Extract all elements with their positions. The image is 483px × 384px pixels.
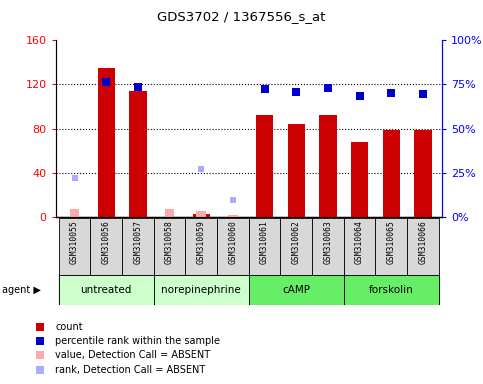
Bar: [122, 218, 154, 275]
Text: GDS3702 / 1367556_s_at: GDS3702 / 1367556_s_at: [157, 10, 326, 23]
Text: GSM310061: GSM310061: [260, 220, 269, 265]
Text: agent ▶: agent ▶: [2, 285, 41, 295]
Text: rank, Detection Call = ABSENT: rank, Detection Call = ABSENT: [55, 365, 206, 375]
Text: GSM310056: GSM310056: [102, 220, 111, 265]
Text: percentile rank within the sample: percentile rank within the sample: [55, 336, 220, 346]
Bar: [228, 215, 238, 217]
Bar: [319, 115, 337, 217]
Bar: [256, 115, 273, 217]
Text: forskolin: forskolin: [369, 285, 413, 295]
Text: GSM310059: GSM310059: [197, 220, 206, 265]
Bar: [197, 212, 206, 217]
Bar: [154, 218, 185, 275]
Bar: [249, 275, 344, 305]
Text: norepinephrine: norepinephrine: [161, 285, 241, 295]
Bar: [312, 218, 344, 275]
Bar: [375, 218, 407, 275]
Bar: [281, 218, 312, 275]
Bar: [249, 218, 281, 275]
Bar: [407, 218, 439, 275]
Text: count: count: [55, 322, 83, 332]
Bar: [165, 209, 174, 217]
Text: cAMP: cAMP: [282, 285, 310, 295]
Bar: [193, 214, 210, 217]
Bar: [344, 218, 375, 275]
Bar: [287, 124, 305, 217]
Bar: [217, 218, 249, 275]
Text: GSM310062: GSM310062: [292, 220, 301, 265]
Text: GSM310065: GSM310065: [387, 220, 396, 265]
Text: GSM310064: GSM310064: [355, 220, 364, 265]
Text: GSM310055: GSM310055: [70, 220, 79, 265]
Text: GSM310066: GSM310066: [418, 220, 427, 265]
Text: GSM310060: GSM310060: [228, 220, 238, 265]
Bar: [351, 142, 369, 217]
Bar: [414, 130, 432, 217]
Text: value, Detection Call = ABSENT: value, Detection Call = ABSENT: [55, 350, 211, 360]
Bar: [98, 68, 115, 217]
Bar: [344, 275, 439, 305]
Bar: [383, 130, 400, 217]
Bar: [154, 275, 249, 305]
Text: GSM310063: GSM310063: [324, 220, 332, 265]
Text: GSM310057: GSM310057: [133, 220, 142, 265]
Bar: [129, 91, 147, 217]
Bar: [90, 218, 122, 275]
Bar: [59, 275, 154, 305]
Bar: [59, 218, 90, 275]
Text: untreated: untreated: [81, 285, 132, 295]
Text: GSM310058: GSM310058: [165, 220, 174, 265]
Bar: [185, 218, 217, 275]
Bar: [70, 209, 79, 217]
